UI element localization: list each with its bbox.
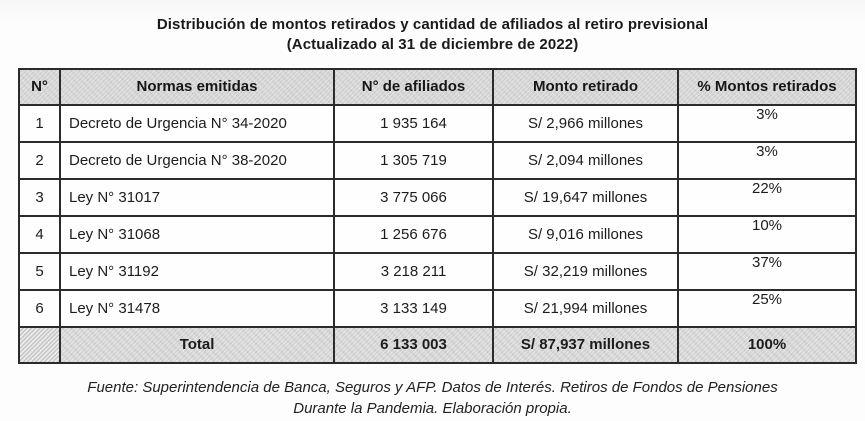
- cell-monto: S/ 2,094 millones: [492, 140, 679, 180]
- title-line-2: (Actualizado al 31 de diciembre de 2022): [286, 35, 579, 53]
- cell-pct: 10%: [677, 214, 857, 254]
- header-num: N°: [18, 67, 61, 106]
- cell-num: 6: [18, 288, 61, 328]
- total-pct: 100%: [677, 325, 857, 364]
- header-row: N° Normas emitidas N° de afiliados Monto…: [18, 67, 857, 106]
- header-afiliados: N° de afiliados: [333, 67, 494, 106]
- header-normas: Normas emitidas: [59, 67, 335, 106]
- cell-num: 1: [18, 103, 61, 143]
- table-row: 1 Decreto de Urgencia N° 34-2020 1 935 1…: [18, 103, 857, 143]
- cell-pct: 37%: [677, 251, 857, 291]
- page-title: Distribución de montos retirados y canti…: [0, 15, 865, 55]
- cell-monto: S/ 2,966 millones: [492, 103, 679, 143]
- cell-afiliados: 1 935 164: [333, 103, 494, 143]
- header-monto: Monto retirado: [492, 67, 679, 106]
- cell-num: 5: [18, 251, 61, 291]
- header-pct: % Montos retirados: [677, 67, 857, 106]
- cell-norma: Decreto de Urgencia N° 34-2020: [59, 103, 335, 143]
- cell-afiliados: 3 133 149: [333, 288, 494, 328]
- cell-pct: 3%: [677, 103, 857, 143]
- cell-norma: Decreto de Urgencia N° 38-2020: [59, 140, 335, 180]
- cell-num: 3: [18, 177, 61, 217]
- source-note-line-1: Fuente: Superintendencia de Banca, Segur…: [87, 378, 778, 396]
- cell-num: 4: [18, 214, 61, 254]
- total-row: Total 6 133 003 S/ 87,937 millones 100%: [18, 325, 857, 364]
- table-row: 3 Ley N° 31017 3 775 066 S/ 19,647 millo…: [18, 177, 857, 217]
- cell-monto: S/ 19,647 millones: [492, 177, 679, 217]
- cell-norma: Ley N° 31068: [59, 214, 335, 254]
- cell-norma: Ley N° 31017: [59, 177, 335, 217]
- table-row: 6 Ley N° 31478 3 133 149 S/ 21,994 millo…: [18, 288, 857, 328]
- cell-norma: Ley N° 31478: [59, 288, 335, 328]
- title-line-1: Distribución de montos retirados y canti…: [156, 16, 709, 33]
- withdrawals-table: N° Normas emitidas N° de afiliados Monto…: [18, 67, 857, 364]
- cell-pct: 3%: [677, 140, 857, 180]
- cell-pct: 25%: [677, 288, 857, 328]
- total-monto: S/ 87,937 millones: [492, 325, 679, 364]
- table-body: 1 Decreto de Urgencia N° 34-2020 1 935 1…: [18, 103, 857, 364]
- total-label: Total: [59, 325, 335, 364]
- table-header: N° Normas emitidas N° de afiliados Monto…: [18, 67, 857, 106]
- table-row: 2 Decreto de Urgencia N° 38-2020 1 305 7…: [18, 140, 857, 180]
- cell-afiliados: 3 775 066: [333, 177, 494, 217]
- cell-monto: S/ 21,994 millones: [492, 288, 679, 328]
- cell-afiliados: 3 218 211: [333, 251, 494, 291]
- cell-afiliados: 1 256 676: [333, 214, 494, 254]
- cell-afiliados: 1 305 719: [333, 140, 494, 180]
- total-corner-cell: [18, 325, 61, 364]
- source-note: Fuente: Superintendencia de Banca, Segur…: [0, 377, 865, 421]
- table-row: 5 Ley N° 31192 3 218 211 S/ 32,219 millo…: [18, 251, 857, 291]
- source-note-line-2: Durante la Pandemia. Elaboración propia.: [293, 400, 572, 418]
- table-row: 4 Ley N° 31068 1 256 676 S/ 9,016 millon…: [18, 214, 857, 254]
- cell-pct: 22%: [677, 177, 857, 217]
- cell-monto: S/ 32,219 millones: [492, 251, 679, 291]
- cell-norma: Ley N° 31192: [59, 251, 335, 291]
- total-afiliados: 6 133 003: [333, 325, 494, 364]
- cell-monto: S/ 9,016 millones: [492, 214, 679, 254]
- cell-num: 2: [18, 140, 61, 180]
